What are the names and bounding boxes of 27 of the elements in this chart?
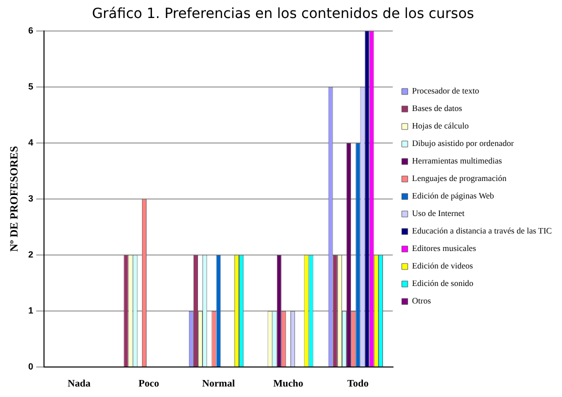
x-tick-label: Nada — [68, 378, 90, 390]
x-tick-label: Normal — [202, 378, 236, 390]
legend-label: Lenguajes de programación — [412, 173, 508, 184]
y-tick-label: 4 — [28, 137, 34, 148]
legend-label: Dibujo asistido por ordenador — [412, 138, 514, 148]
y-tick-label: 1 — [28, 305, 34, 316]
x-tick-label: Mucho — [273, 378, 304, 390]
y-tick-label: 2 — [28, 249, 34, 260]
legend-label: Uso de Internet — [412, 208, 466, 218]
y-axis-title: Nº DE PROFESORES — [8, 146, 20, 252]
legend-label: Edición de videos — [412, 260, 473, 271]
legend-label: Edición de páginas Web — [412, 190, 494, 201]
legend-label: Otros — [412, 296, 431, 306]
y-tick-label: 3 — [28, 193, 34, 204]
y-tick-label: 0 — [28, 361, 34, 372]
x-tick-label: Todo — [347, 378, 369, 390]
y-tick-label: 5 — [28, 81, 34, 92]
legend-label: Bases de datos — [412, 103, 462, 114]
legend-label: Herramientas multimedias — [412, 156, 502, 166]
legend-label: Educación a distancia a través de las TIC — [412, 226, 552, 236]
legend-label: Editores musicales — [412, 243, 476, 254]
legend-label: Edición de sonido — [412, 278, 474, 288]
chart-title: Gráfico 1. Preferencias en los contenidos de los cursos — [92, 6, 474, 22]
legend-label: Procesador de texto — [412, 86, 480, 96]
y-tick-label: 6 — [28, 25, 34, 36]
legend-label: Hojas de cálculo — [412, 120, 469, 131]
x-tick-label: Poco — [138, 378, 160, 390]
